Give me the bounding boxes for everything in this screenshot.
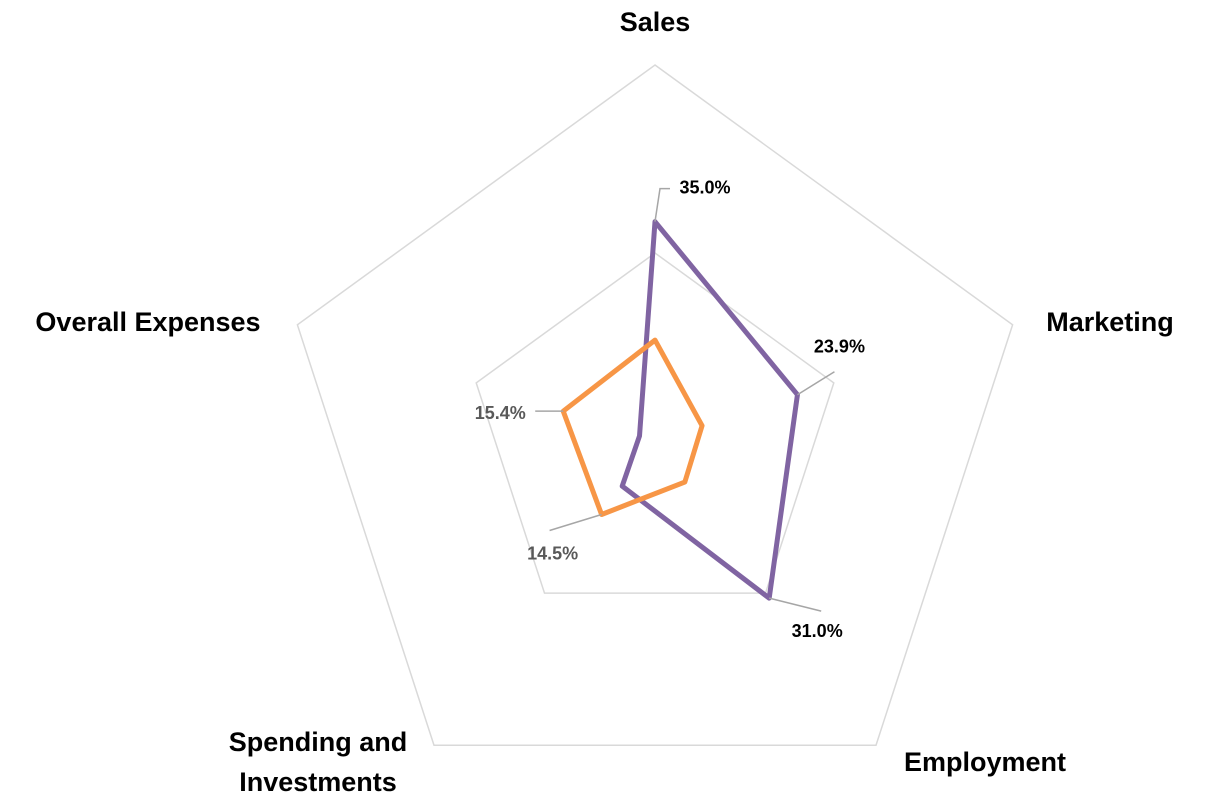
leader-line — [654, 187, 670, 222]
category-label: Sales — [619, 7, 691, 37]
radar-line — [619, 219, 800, 601]
data-label: 31.0% — [792, 621, 843, 641]
radar-line — [560, 337, 705, 518]
leader-line — [549, 513, 602, 532]
category-label: Marketing — [1046, 307, 1174, 337]
data-label: 23.9% — [814, 336, 865, 356]
leader-line — [769, 597, 822, 612]
category-label: Overall Expenses — [35, 307, 261, 337]
data-label: 35.0% — [679, 177, 730, 197]
category-label: Employment — [903, 747, 1067, 777]
grid-ring — [475, 252, 835, 594]
category-label: Spending and Investments — [228, 727, 408, 797]
grid-ring — [296, 64, 1014, 746]
data-label: 14.5% — [527, 543, 578, 563]
leader-line — [797, 371, 835, 396]
data-label: 15.4% — [475, 403, 526, 423]
